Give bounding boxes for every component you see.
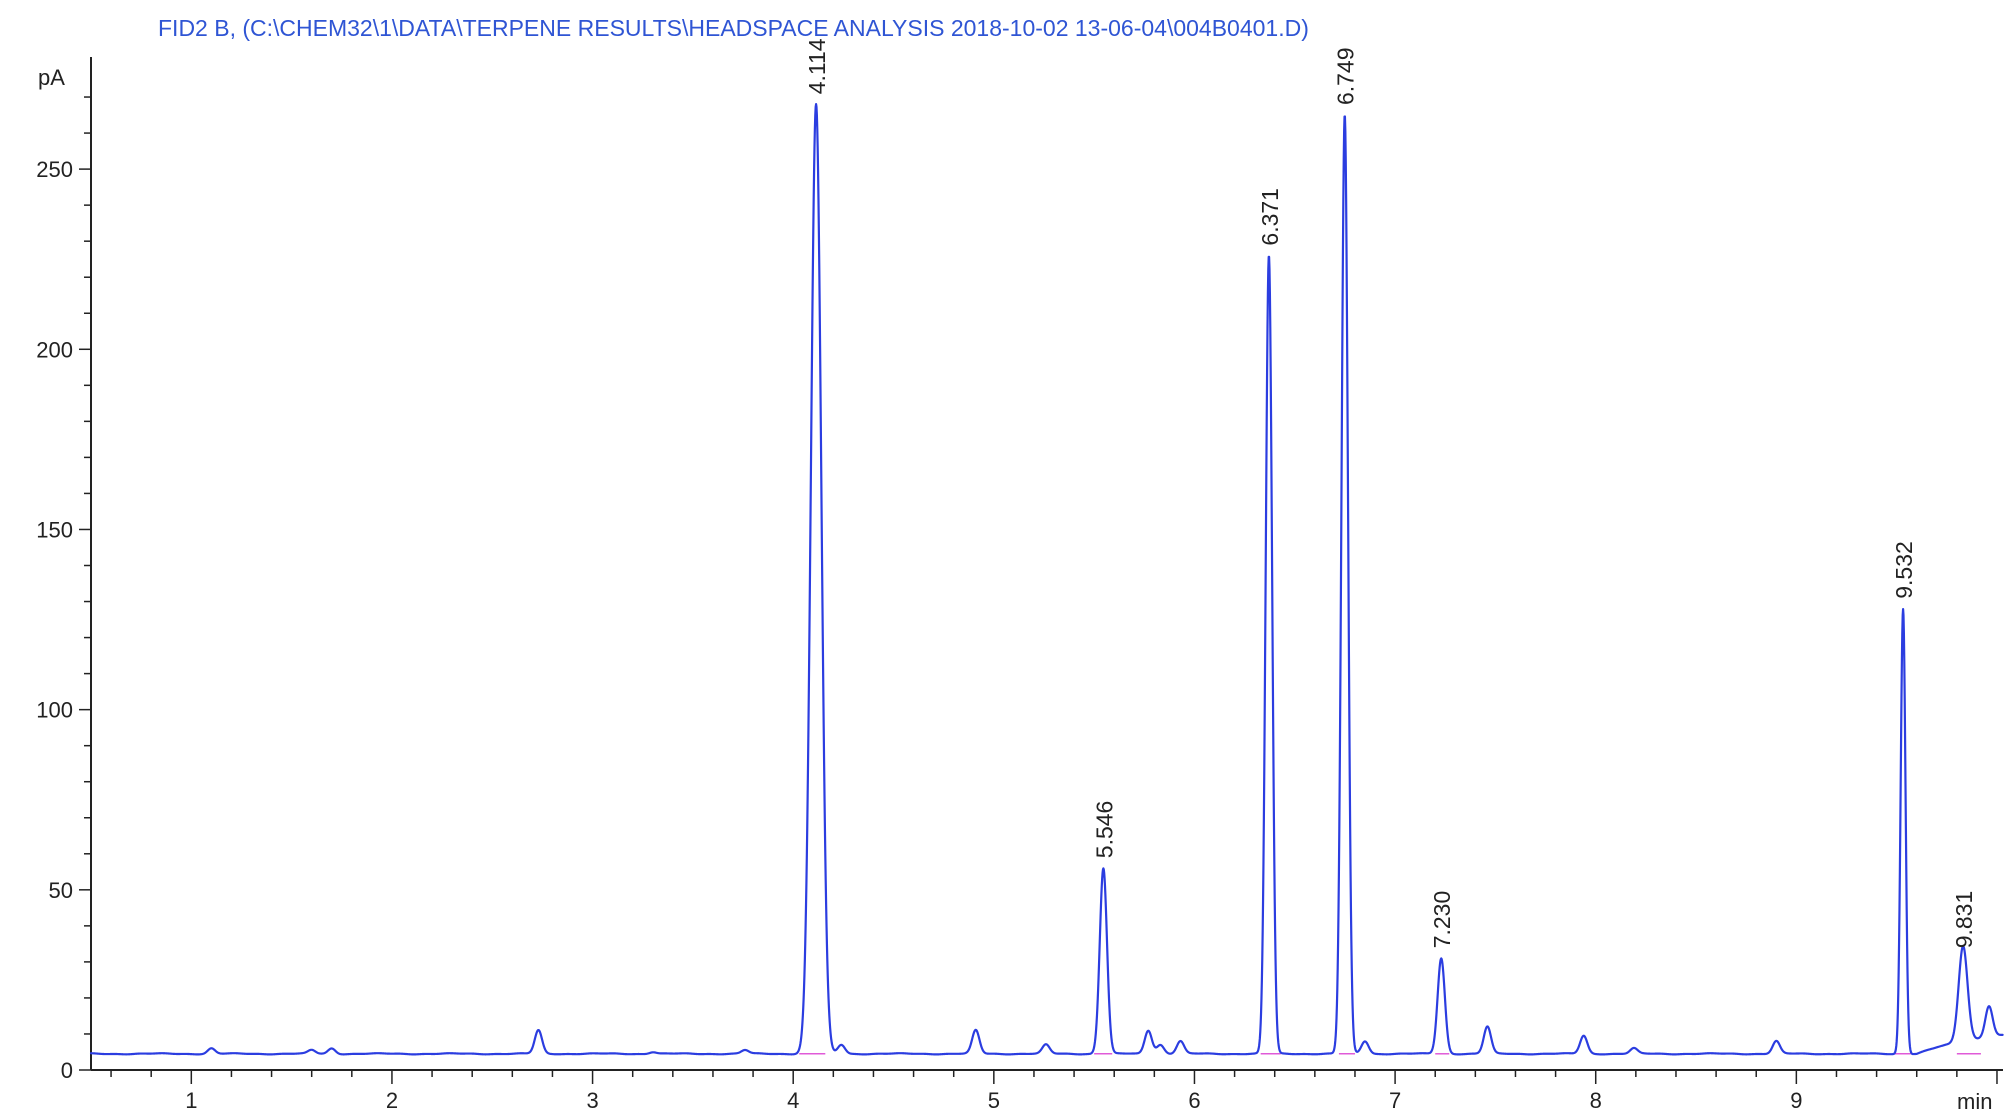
y-axis-label: pA bbox=[38, 65, 65, 90]
chromatogram-trace bbox=[89, 103, 2004, 1056]
x-tick-label: 3 bbox=[586, 1088, 598, 1112]
peak-label: 6.749 bbox=[1333, 47, 1359, 105]
x-tick-label: 2 bbox=[386, 1088, 398, 1112]
y-tick-label: 200 bbox=[36, 337, 73, 362]
peak-label-group: 4.114 5.546 6.371 6.749 7.230 9.532 9.831 bbox=[804, 38, 1977, 948]
peak-label: 9.831 bbox=[1951, 891, 1977, 949]
chromatogram-trace-group bbox=[89, 103, 2004, 1056]
x-tick-label: 5 bbox=[988, 1088, 1000, 1112]
peak-label: 7.230 bbox=[1429, 891, 1455, 949]
peak-label: 4.114 bbox=[804, 38, 830, 94]
peak-label: 9.532 bbox=[1891, 541, 1917, 599]
y-tick-label: 50 bbox=[49, 878, 73, 903]
peak-label: 6.371 bbox=[1257, 188, 1283, 246]
y-tick-label: 150 bbox=[36, 517, 73, 542]
x-tick-label: 7 bbox=[1389, 1088, 1401, 1112]
x-tick-label: 8 bbox=[1590, 1088, 1602, 1112]
x-tick-label: 9 bbox=[1790, 1088, 1802, 1112]
chart-title: FID2 B, (C:\CHEM32\1\DATA\TERPENE RESULT… bbox=[158, 15, 1309, 41]
x-tick-label: 4 bbox=[787, 1088, 799, 1112]
x-tick-label: 6 bbox=[1188, 1088, 1200, 1112]
y-tick-label: 250 bbox=[36, 157, 73, 182]
x-tick-label: 1 bbox=[185, 1088, 197, 1112]
y-tick-label: 0 bbox=[61, 1058, 73, 1083]
y-tick-label: 100 bbox=[36, 698, 73, 723]
axis-group: 0 50 100 150 200 250 1 2 3 4 5 6 7 8 9 bbox=[36, 57, 2003, 1112]
peak-label: 5.546 bbox=[1091, 801, 1117, 859]
x-axis-label: min bbox=[1957, 1089, 1992, 1112]
